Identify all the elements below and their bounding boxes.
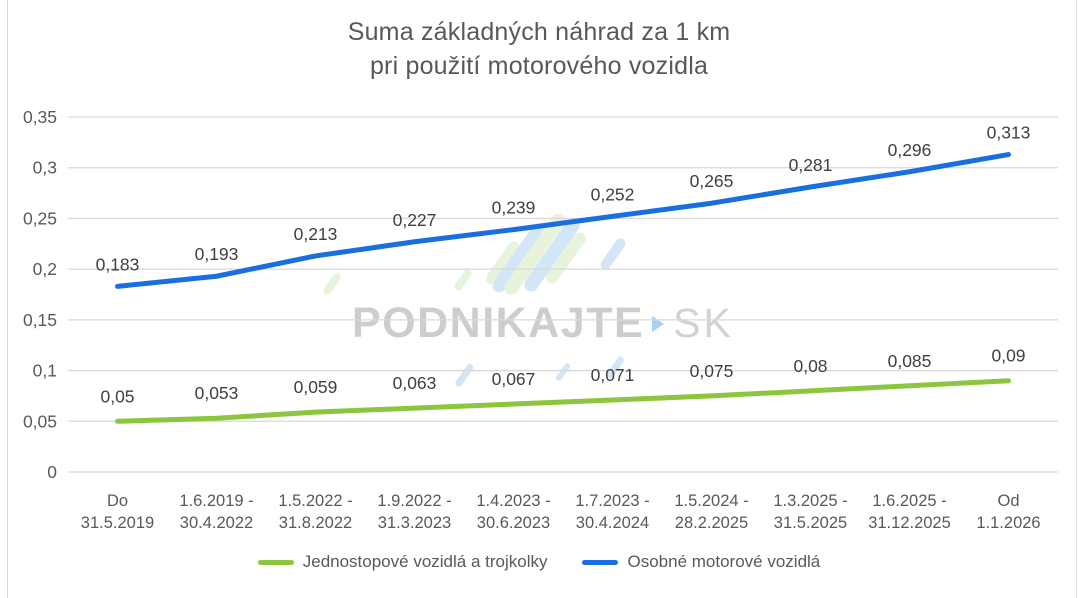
x-tick-label: 30.6.2023 <box>477 514 550 532</box>
legend-swatch-0 <box>257 559 294 565</box>
data-label: 0,08 <box>793 356 827 376</box>
x-tick-label: 30.4.2024 <box>576 514 649 532</box>
data-label: 0,239 <box>492 198 536 218</box>
data-label: 0,067 <box>492 369 536 389</box>
x-tick-label: 1.5.2022 - <box>278 492 352 510</box>
x-tick-label: 31.8.2022 <box>279 514 352 532</box>
x-tick-label: 1.6.2019 - <box>179 492 253 510</box>
y-tick-label: 0 <box>47 462 57 482</box>
x-tick-label: 1.6.2025 - <box>872 492 946 510</box>
x-tick-label: Od <box>997 492 1019 510</box>
y-tick-label: 0,2 <box>33 259 57 279</box>
data-label: 0,296 <box>888 140 932 160</box>
x-tick-label: Do <box>107 492 128 510</box>
chart-title-line1: Suma základných náhrad za 1 km <box>347 18 731 46</box>
chart-title-line2: pri použití motorového vozidla <box>369 52 709 80</box>
data-label: 0,193 <box>195 244 239 264</box>
y-tick-label: 0,05 <box>23 411 57 431</box>
data-label: 0,313 <box>987 123 1031 143</box>
data-label: 0,252 <box>591 184 635 204</box>
series-line-0 <box>115 378 1011 424</box>
x-tick-label: 31.5.2019 <box>81 514 154 532</box>
legend-label: Jednostopové vozidlá a trojkolky <box>302 552 548 571</box>
x-tick-label: 31.5.2025 <box>774 514 847 532</box>
y-tick-label: 0,3 <box>33 158 57 178</box>
data-label: 0,071 <box>591 365 635 385</box>
x-tick-label: 1.9.2022 - <box>377 492 451 510</box>
data-label: 0,05 <box>100 386 134 406</box>
data-label: 0,063 <box>393 373 437 393</box>
legend-swatch-1 <box>582 559 619 565</box>
x-tick-label: 31.12.2025 <box>868 514 951 532</box>
series-line-1 <box>115 152 1011 289</box>
data-label: 0,09 <box>991 346 1025 366</box>
chart-title: Suma základných náhrad za 1 km pri použi… <box>0 15 1078 83</box>
y-tick-label: 0,25 <box>23 208 57 228</box>
x-tick-label: 31.3.2023 <box>378 514 451 532</box>
legend-label: Osobné motorové vozidlá <box>627 552 821 571</box>
legend-item-jednostopove: Jednostopové vozidlá a trojkolky <box>257 552 548 572</box>
right-border <box>1076 0 1077 598</box>
x-tick-label: 1.5.2024 - <box>674 492 748 510</box>
data-label: 0,059 <box>294 377 338 397</box>
chart-legend: Jednostopové vozidlá a trojkolky Osobné … <box>0 552 1078 572</box>
y-tick-label: 0,15 <box>23 310 57 330</box>
data-label: 0,213 <box>294 224 338 244</box>
data-label: 0,085 <box>888 351 932 371</box>
y-tick-label: 0,35 <box>23 107 57 127</box>
x-tick-label: 1.4.2023 - <box>476 492 550 510</box>
legend-item-osobne: Osobné motorové vozidlá <box>582 552 820 572</box>
data-label: 0,075 <box>690 361 734 381</box>
x-tick-label: 1.7.2023 - <box>575 492 649 510</box>
data-label: 0,265 <box>690 171 734 191</box>
x-tick-label: 1.3.2025 - <box>773 492 847 510</box>
data-label: 0,281 <box>789 155 833 175</box>
data-label: 0,053 <box>195 383 239 403</box>
x-tick-label: 1.1.2026 <box>976 514 1040 532</box>
data-label: 0,183 <box>96 254 140 274</box>
data-label: 0,227 <box>393 210 437 230</box>
y-tick-label: 0,1 <box>33 361 57 381</box>
x-tick-label: 28.2.2025 <box>675 514 748 532</box>
left-border <box>7 0 8 598</box>
x-tick-label: 30.4.2022 <box>180 514 253 532</box>
